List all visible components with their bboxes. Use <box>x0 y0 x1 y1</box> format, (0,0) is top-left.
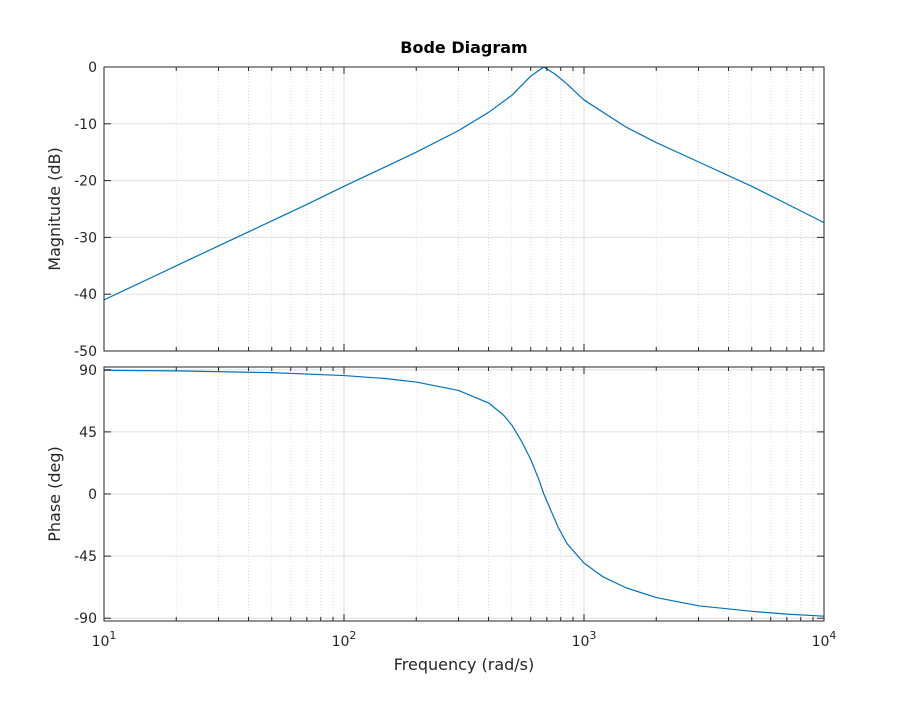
magnitude-y-axis-label: Magnitude (dB) <box>45 147 64 270</box>
magnitude-y-tick-label: -40 <box>74 287 97 303</box>
magnitude-y-tick-label: -50 <box>74 344 97 360</box>
x-tick-label: 103 <box>572 629 597 650</box>
x-tick-label: 101 <box>92 629 117 650</box>
magnitude-y-tick-label: -30 <box>74 230 97 246</box>
magnitude-y-tick-label: 0 <box>88 60 97 76</box>
phase-y-tick-label: 0 <box>88 487 97 503</box>
magnitude-plot-area <box>104 67 824 351</box>
phase-y-tick-label: 90 <box>79 363 97 379</box>
phase-y-tick-label: -45 <box>74 549 97 565</box>
phase-panel: 90 45 0 -45 -90 Phase (deg) <box>45 363 825 627</box>
phase-series-line <box>103 369 825 617</box>
x-axis-label: Frequency (rad/s) <box>394 655 535 674</box>
phase-y-tick-label: 45 <box>79 425 97 441</box>
x-tick-label: 102 <box>332 629 357 650</box>
magnitude-y-tick-label: -10 <box>74 117 97 133</box>
phase-y-axis-label: Phase (deg) <box>45 446 64 542</box>
magnitude-axes-box <box>103 66 825 352</box>
phase-y-tick-label: -90 <box>74 611 97 627</box>
magnitude-series-line <box>103 66 825 301</box>
magnitude-y-tick-label: -20 <box>74 174 97 190</box>
magnitude-panel: 0 -10 -20 -30 -40 -50 Magnitude (dB) <box>45 60 825 360</box>
x-tick-label: 104 <box>812 629 837 650</box>
chart-title: Bode Diagram <box>400 38 527 57</box>
